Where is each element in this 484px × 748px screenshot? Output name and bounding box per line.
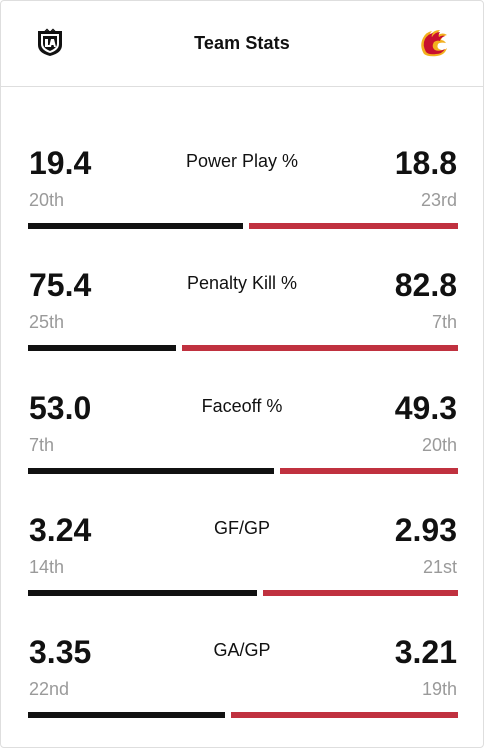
calgary-flames-logo-icon bbox=[418, 28, 448, 58]
stat-row: 53.0 Faceoff % 49.3 7th 20th bbox=[1, 390, 483, 510]
home-value: 53.0 bbox=[29, 390, 92, 426]
stat-row: 3.35 GA/GP 3.21 22nd 19th bbox=[1, 634, 483, 747]
away-value: 82.8 bbox=[394, 267, 457, 303]
home-rank: 7th bbox=[29, 435, 55, 455]
away-comparison-bar bbox=[249, 223, 458, 229]
away-comparison-bar bbox=[263, 590, 458, 596]
home-value: 75.4 bbox=[29, 267, 92, 303]
away-rank: 21st bbox=[422, 557, 457, 577]
home-rank: 14th bbox=[29, 557, 65, 577]
home-comparison-bar bbox=[28, 712, 225, 718]
home-rank: 20th bbox=[29, 190, 65, 210]
away-rank: 23rd bbox=[420, 190, 457, 210]
home-comparison-bar bbox=[28, 223, 243, 229]
stat-label: GF/GP bbox=[213, 518, 270, 538]
away-value: 3.21 bbox=[394, 634, 457, 670]
flaming-c-icon bbox=[421, 30, 447, 57]
stat-row: 19.4 Power Play % 18.8 20th 23rd bbox=[1, 145, 483, 265]
stat-label: Penalty Kill % bbox=[186, 273, 298, 293]
home-rank: 25th bbox=[29, 312, 65, 332]
stat-label: Faceoff % bbox=[201, 396, 283, 416]
stat-label: GA/GP bbox=[213, 640, 271, 660]
stat-label: Power Play % bbox=[185, 151, 299, 171]
stat-row: 3.24 GF/GP 2.93 14th 21st bbox=[1, 512, 483, 632]
away-value: 18.8 bbox=[394, 145, 457, 181]
home-value: 19.4 bbox=[29, 145, 92, 181]
home-value: 3.35 bbox=[29, 634, 92, 670]
la-kings-shield-icon bbox=[38, 28, 62, 56]
la-kings-logo-icon bbox=[35, 28, 65, 58]
away-comparison-bar bbox=[182, 345, 458, 351]
away-comparison-bar bbox=[280, 468, 458, 474]
away-rank: 7th bbox=[431, 312, 457, 332]
card-header: Team Stats bbox=[1, 1, 483, 87]
home-comparison-bar bbox=[28, 345, 176, 351]
away-rank: 20th bbox=[421, 435, 457, 455]
away-value: 2.93 bbox=[394, 512, 457, 548]
home-comparison-bar bbox=[28, 468, 274, 474]
stat-row: 75.4 Penalty Kill % 82.8 25th 7th bbox=[1, 267, 483, 387]
home-rank: 22nd bbox=[29, 679, 70, 699]
away-comparison-bar bbox=[231, 712, 458, 718]
home-value: 3.24 bbox=[29, 512, 92, 548]
away-value: 49.3 bbox=[394, 390, 457, 426]
page-title: Team Stats bbox=[194, 33, 290, 53]
home-comparison-bar bbox=[28, 590, 257, 596]
away-rank: 19th bbox=[421, 679, 457, 699]
